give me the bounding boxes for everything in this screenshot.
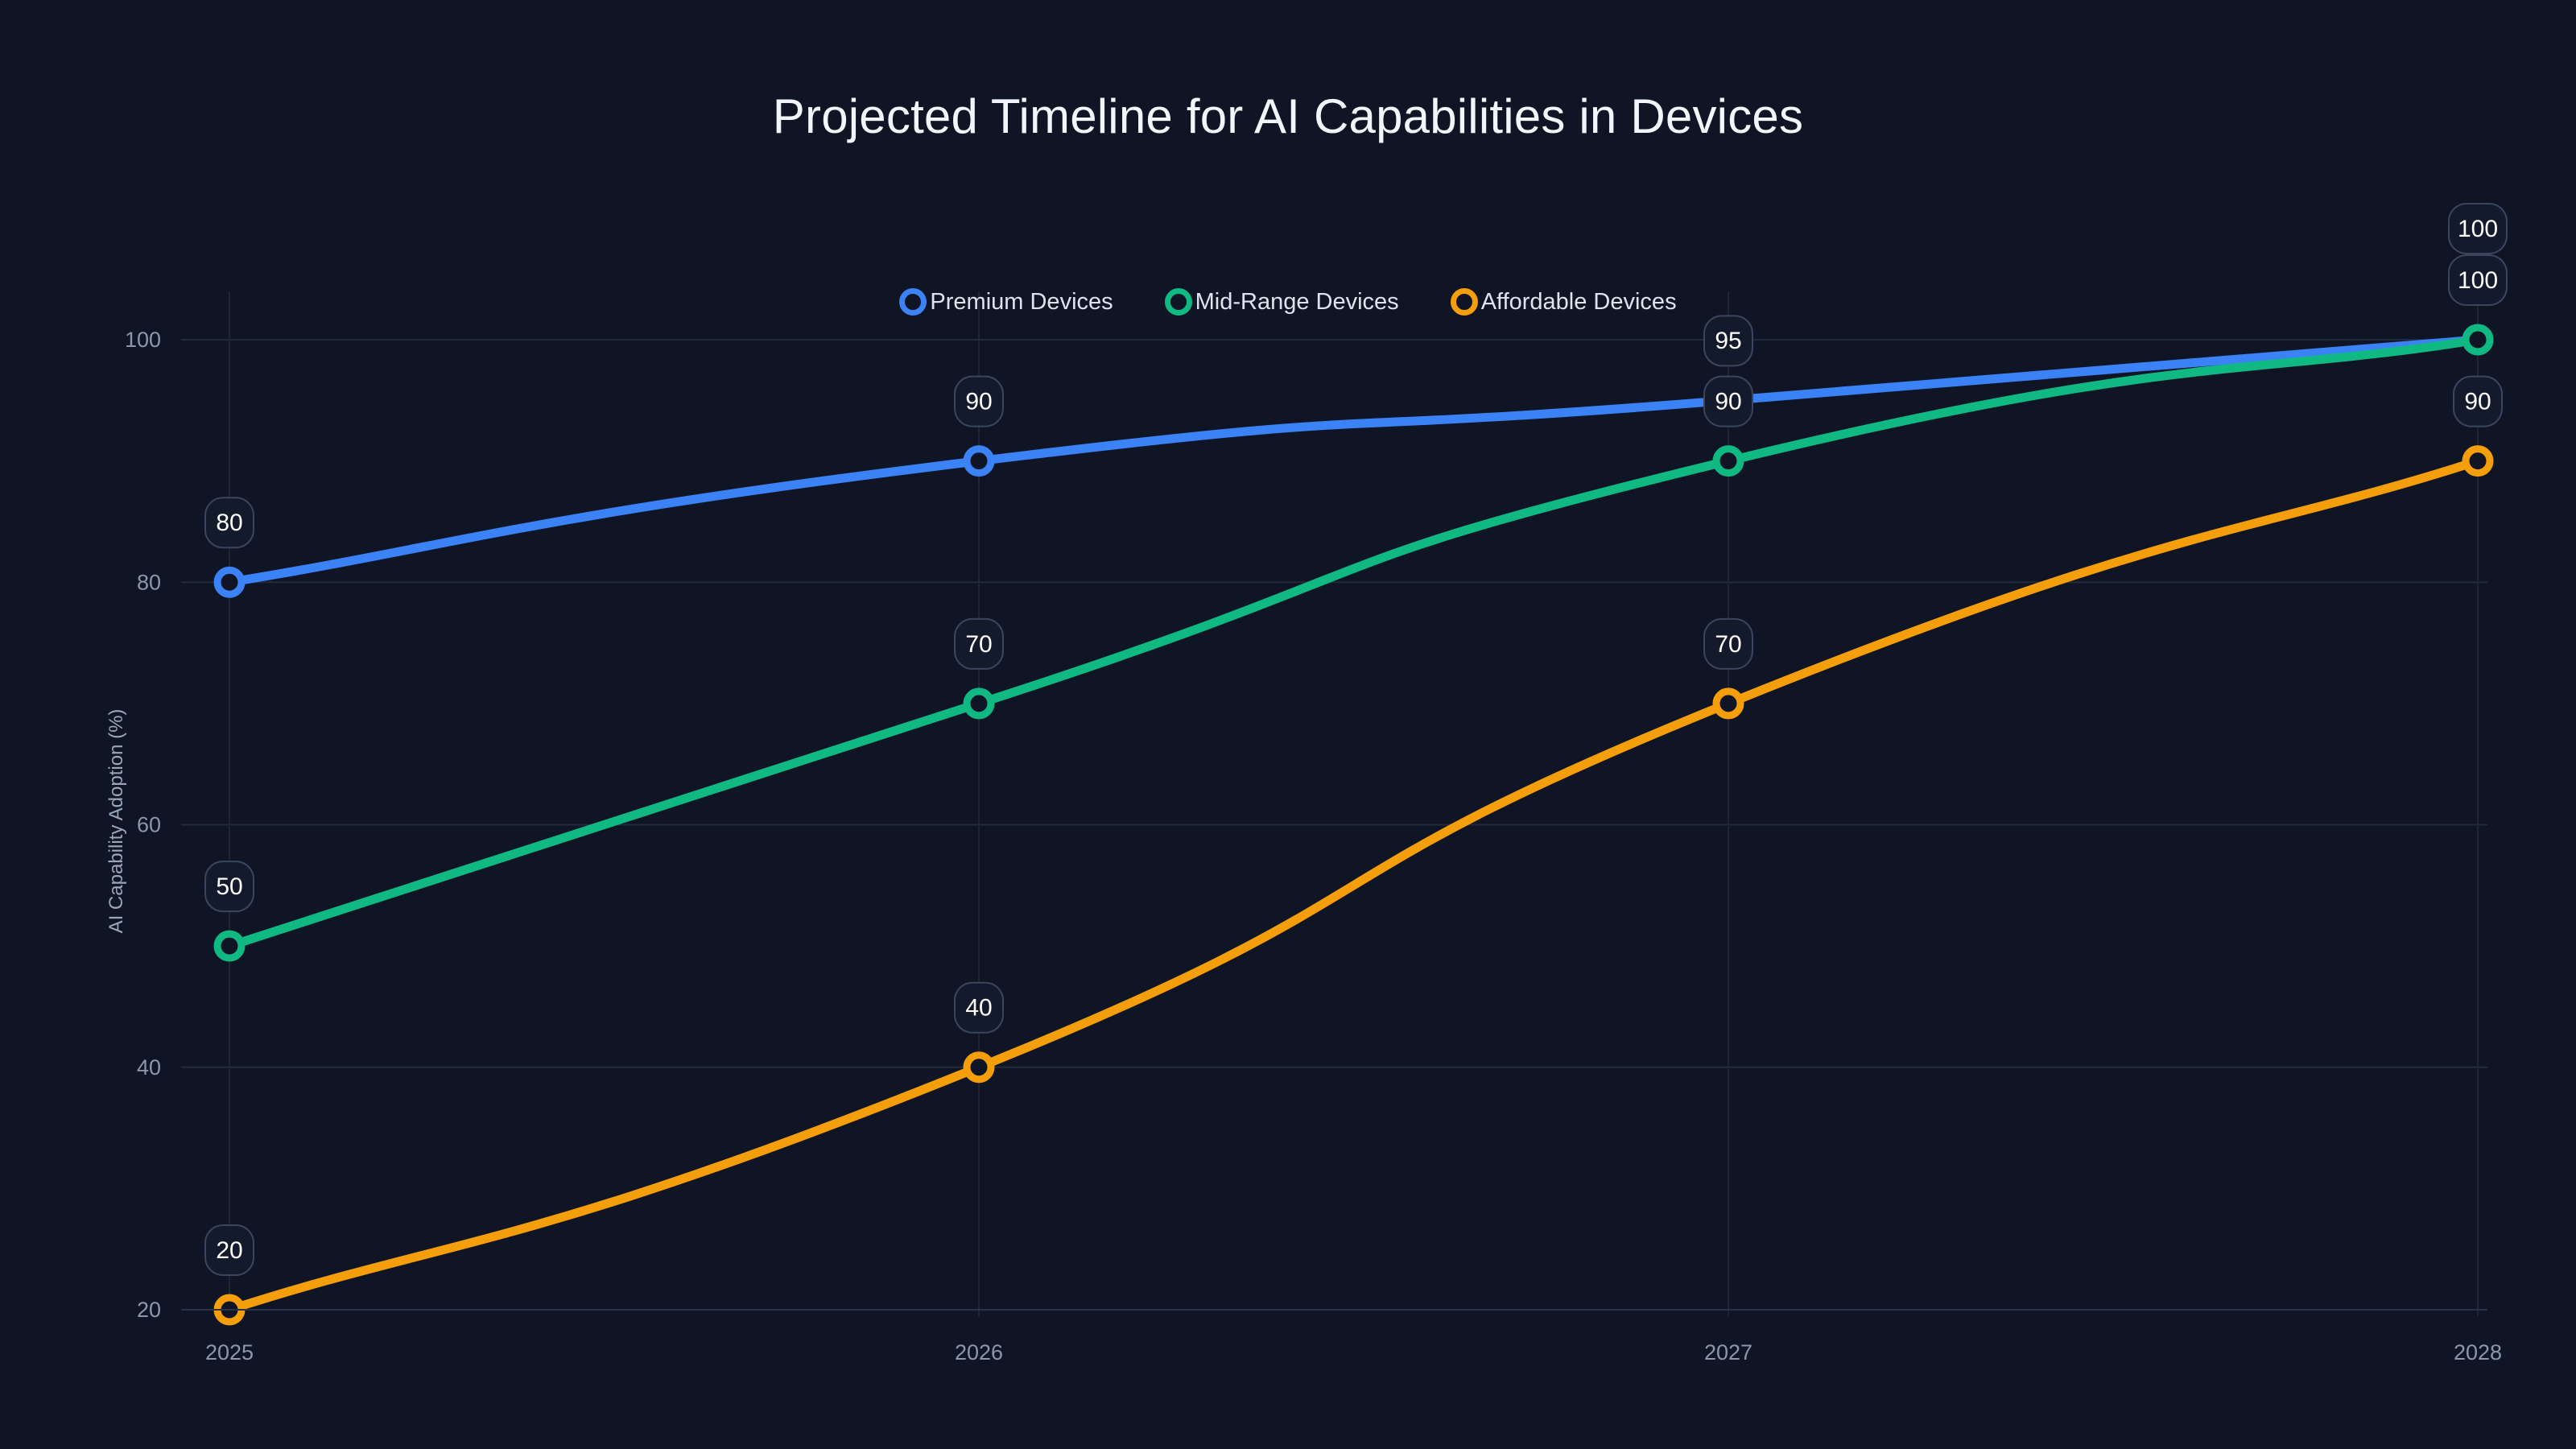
data-label: 40	[954, 981, 1004, 1034]
data-label: 80	[204, 497, 254, 549]
x-axis-tick-label: 2026	[955, 1340, 1003, 1364]
data-label-value: 50	[216, 873, 242, 900]
data-label-pill	[204, 1224, 254, 1276]
y-axis-tick-label: 60	[137, 813, 161, 837]
data-point-marker[interactable]	[963, 445, 995, 477]
data-point-marker[interactable]	[1712, 445, 1744, 477]
series-line-2	[225, 456, 2483, 1315]
data-label-pill	[954, 375, 1004, 427]
data-point-marker[interactable]	[1712, 687, 1744, 720]
data-label: 100	[2448, 203, 2508, 254]
y-axis-tick-label: 20	[137, 1298, 161, 1322]
data-label-pill	[2448, 203, 2508, 254]
data-label-pill	[2453, 375, 2503, 427]
data-point-marker[interactable]	[213, 566, 246, 598]
y-axis-tick-label: 80	[137, 570, 161, 594]
data-label-pill	[1703, 315, 1753, 367]
data-label: 70	[1703, 617, 1753, 670]
series-line-1	[225, 335, 2483, 951]
data-label: 90	[2453, 375, 2503, 427]
grid-layer: 20 40 60 80 100 2025 2026 2027 2028	[125, 291, 2502, 1364]
data-label-value: 90	[2464, 389, 2491, 415]
x-axis-tick-label: 2027	[1704, 1340, 1752, 1364]
chart-legend: Premium Devices Mid-Range Devices Affordab…	[0, 288, 2576, 316]
legend-item-label: Affordable Devices	[1480, 288, 1677, 315]
data-label-value: 70	[1715, 631, 1741, 658]
data-label: 90	[1703, 375, 1753, 427]
data-point-marker[interactable]	[2462, 324, 2494, 356]
y-axis-tick-label: 100	[125, 328, 161, 352]
y-axis-tick-label: 40	[137, 1055, 161, 1080]
data-label-value: 90	[1715, 389, 1741, 415]
data-label: 20	[204, 1224, 254, 1276]
data-label: 70	[954, 617, 1004, 670]
data-label: 100	[2448, 254, 2508, 306]
series-line-0	[225, 335, 2483, 587]
data-label-pill	[2448, 254, 2508, 306]
data-label-pill	[204, 497, 254, 549]
data-label-value: 100	[2458, 216, 2498, 242]
data-label-value: 20	[216, 1237, 242, 1264]
x-axis-tick-label: 2028	[2454, 1340, 2502, 1364]
data-point-marker[interactable]	[213, 930, 246, 962]
data-label-pill	[1703, 617, 1753, 670]
legend-ring-icon	[899, 288, 927, 316]
data-label-value: 70	[965, 631, 992, 658]
legend-item-label: Premium Devices	[930, 288, 1113, 315]
y-axis-title: AI Capability Adoption (%)	[105, 709, 127, 934]
legend-ring-icon	[1164, 288, 1192, 316]
legend-item-1[interactable]: Mid-Range Devices	[1164, 288, 1399, 316]
data-label: 95	[1703, 315, 1753, 367]
chart-title: Projected Timeline for AI Capabilities i…	[772, 89, 1804, 143]
data-label-layer: 80 90 95 100 50 70 90 100 20 40 70 90	[204, 203, 2508, 1276]
legend-item-label: Mid-Range Devices	[1195, 288, 1399, 315]
data-label-value: 100	[2458, 267, 2498, 294]
data-label-pill	[1703, 375, 1753, 427]
legend-ring-icon	[1450, 288, 1478, 316]
data-label-value: 40	[965, 995, 992, 1022]
data-label-value: 95	[1715, 328, 1741, 354]
legend-item-2[interactable]: Affordable Devices	[1450, 288, 1677, 316]
data-label-pill	[954, 617, 1004, 670]
data-label: 90	[954, 375, 1004, 427]
data-label: 50	[204, 861, 254, 913]
legend-item-0[interactable]: Premium Devices	[899, 288, 1113, 316]
series-layer	[225, 335, 2483, 1315]
data-label-pill	[954, 981, 1004, 1034]
data-label-pill	[204, 861, 254, 913]
data-point-marker[interactable]	[2462, 445, 2494, 477]
data-label-value: 90	[965, 389, 992, 415]
data-label-value: 80	[216, 510, 242, 536]
x-axis-tick-label: 2025	[205, 1340, 254, 1364]
data-point-marker[interactable]	[963, 1051, 995, 1084]
data-point-marker[interactable]	[963, 687, 995, 720]
